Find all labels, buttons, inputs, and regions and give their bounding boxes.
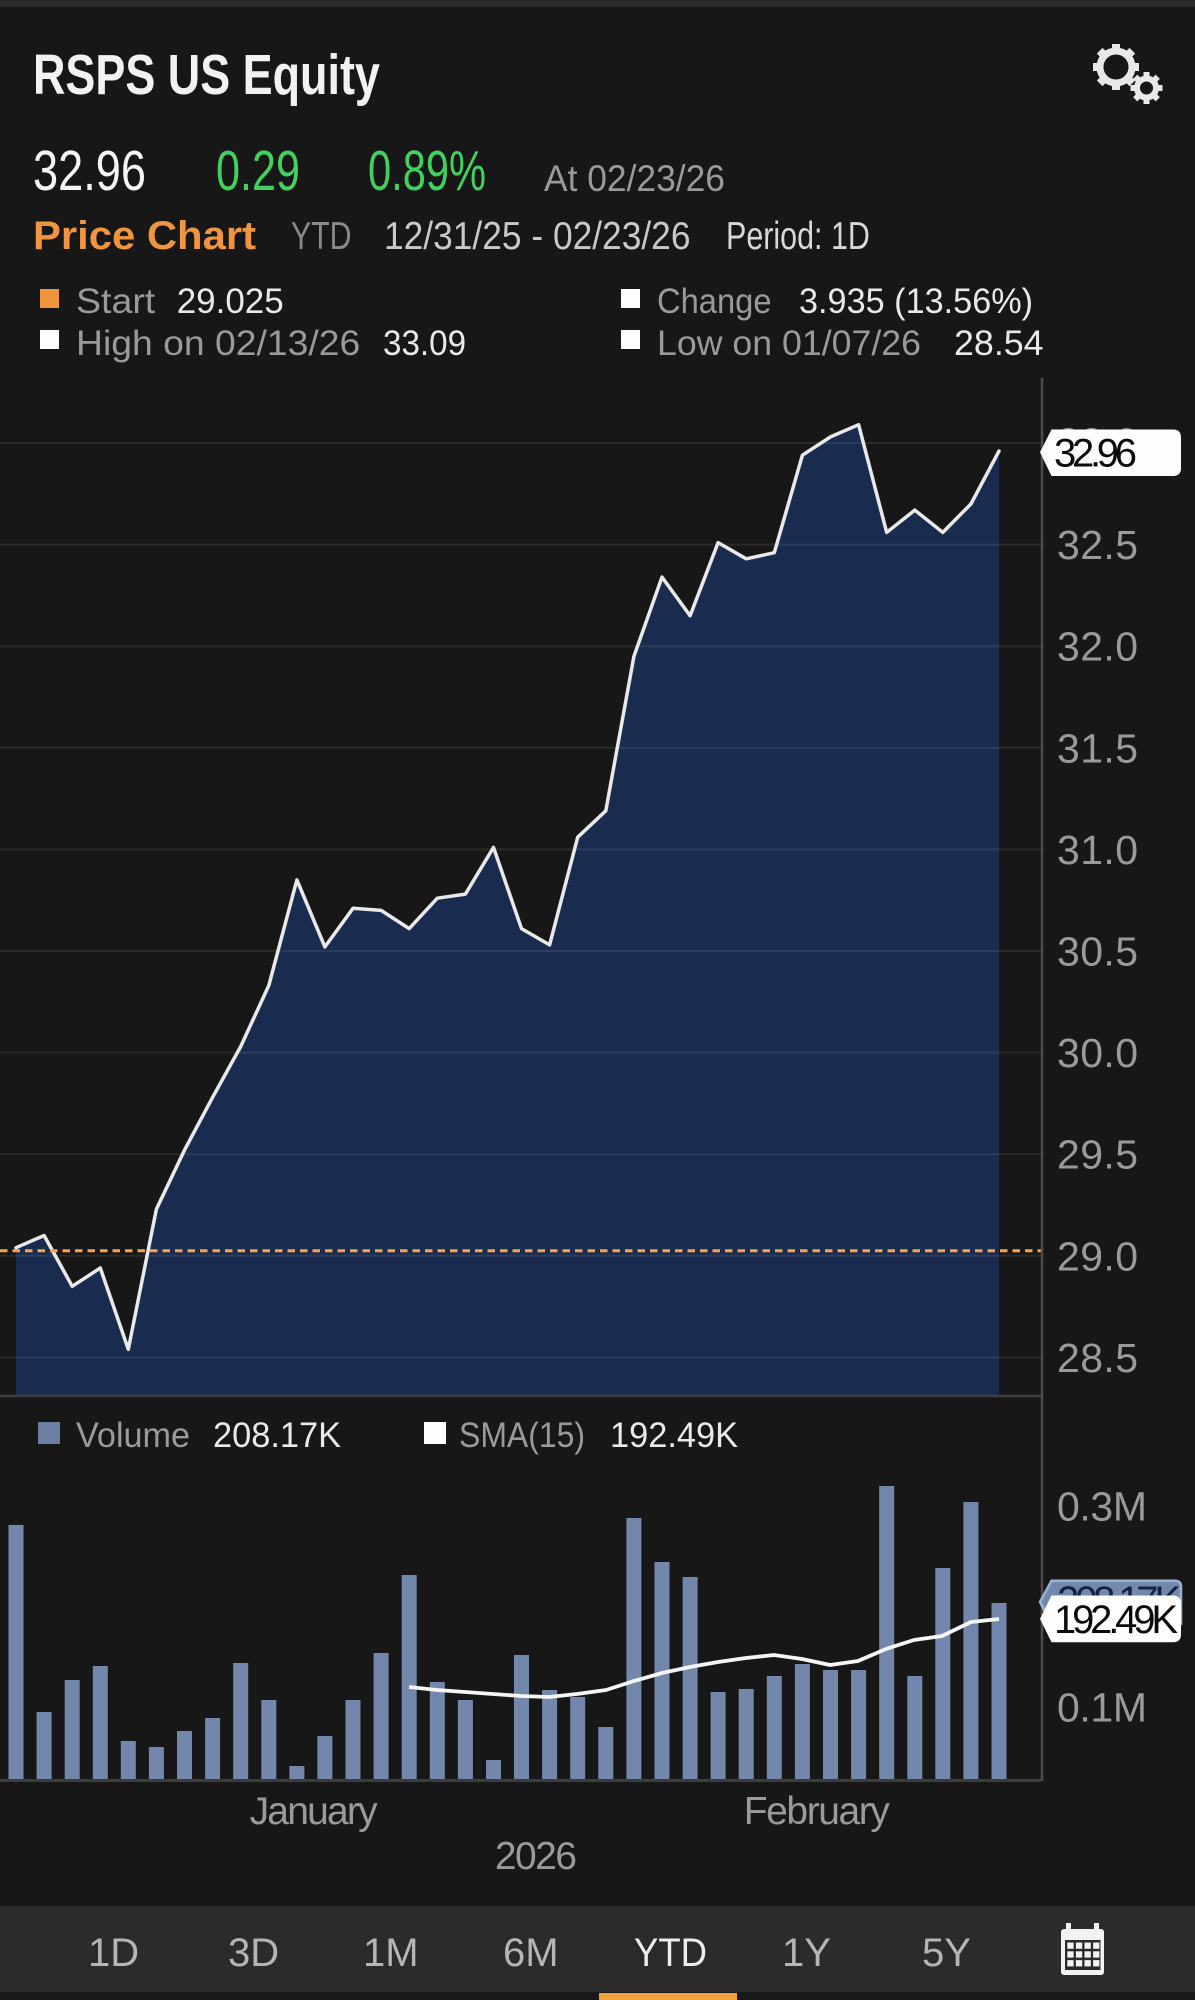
svg-text:32.96: 32.96 <box>1054 432 1137 476</box>
svg-text:0.3M: 0.3M <box>1057 1484 1147 1530</box>
svg-text:31.5: 31.5 <box>1057 725 1138 771</box>
svg-text:32.5: 32.5 <box>1057 522 1138 568</box>
svg-text:0.1M: 0.1M <box>1057 1685 1147 1731</box>
svg-text:30.0: 30.0 <box>1057 1030 1138 1076</box>
svg-text:28.5: 28.5 <box>1057 1335 1138 1381</box>
svg-text:2026: 2026 <box>495 1835 577 1878</box>
svg-text:192.49K: 192.49K <box>1054 1598 1178 1642</box>
svg-text:30.5: 30.5 <box>1057 929 1138 975</box>
svg-text:February: February <box>744 1790 891 1833</box>
svg-text:January: January <box>250 1790 379 1833</box>
svg-text:29.5: 29.5 <box>1057 1132 1138 1178</box>
svg-text:32.0: 32.0 <box>1057 624 1138 670</box>
svg-text:31.0: 31.0 <box>1057 827 1138 873</box>
svg-text:29.0: 29.0 <box>1057 1233 1138 1279</box>
